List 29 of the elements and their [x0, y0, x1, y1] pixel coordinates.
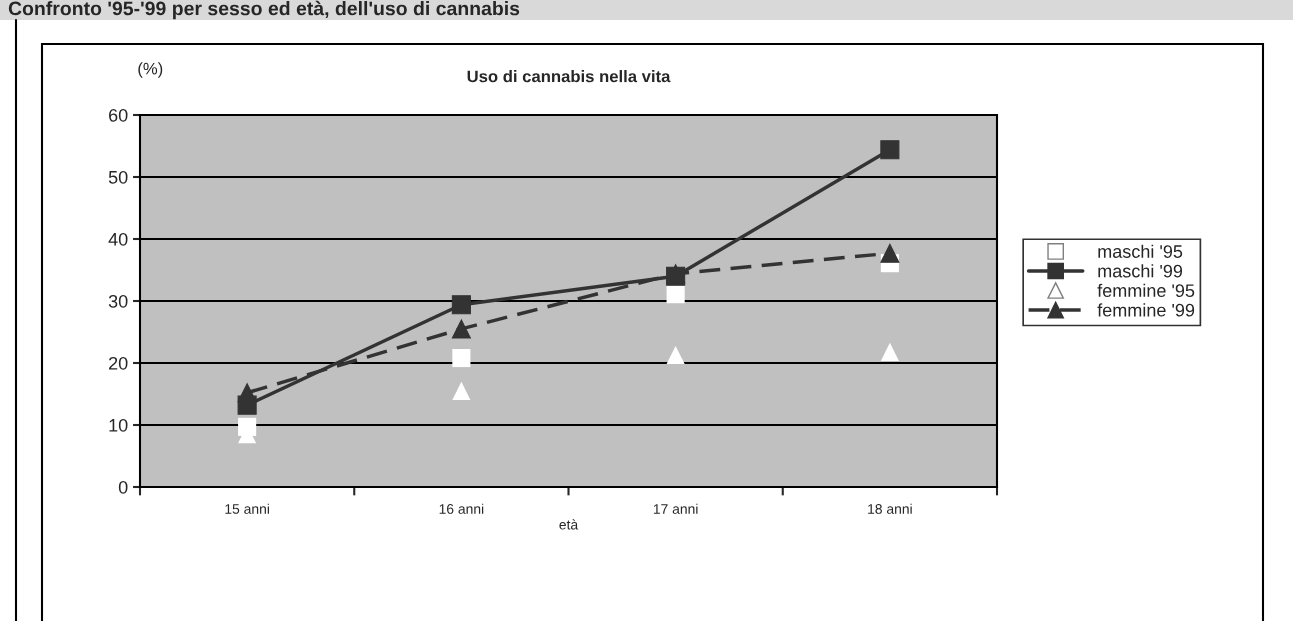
chart-subtitle: Uso di cannabis nella vita — [467, 70, 671, 83]
x-tick-label: 18 anni — [868, 503, 912, 514]
x-axis-title: età — [559, 519, 579, 530]
x-tick-label: 16 anni — [439, 503, 484, 514]
point — [451, 295, 471, 315]
y-tick-label: 10 — [109, 418, 128, 432]
point — [666, 285, 685, 304]
point — [452, 348, 471, 368]
y-tick-label: 20 — [109, 356, 128, 370]
point — [880, 243, 900, 263]
point — [452, 381, 471, 400]
legend-label: maschi '95 — [1098, 244, 1183, 258]
y-tick-label: 0 — [118, 480, 128, 494]
legend-label: femmine '99 — [1097, 303, 1195, 317]
y-axis-title: (%) — [138, 62, 163, 78]
y-tick-label: 40 — [108, 232, 128, 246]
point — [880, 342, 899, 361]
point — [880, 140, 900, 160]
legend-label: maschi '99 — [1098, 264, 1183, 278]
legend-label: femmine '95 — [1097, 283, 1195, 298]
x-tick-label: 17 anni — [653, 503, 698, 514]
y-tick-label: 50 — [108, 170, 128, 184]
y-tick-label: 60 — [109, 108, 128, 122]
chart-title: Confronto '95-'99 per sesso ed età, dell'uso di cannabis — [8, 0, 520, 20]
y-tick-label: 30 — [108, 294, 128, 308]
x-tick-label: 15 anni — [225, 503, 269, 514]
point — [237, 395, 257, 415]
point — [451, 319, 471, 339]
point — [666, 345, 685, 364]
